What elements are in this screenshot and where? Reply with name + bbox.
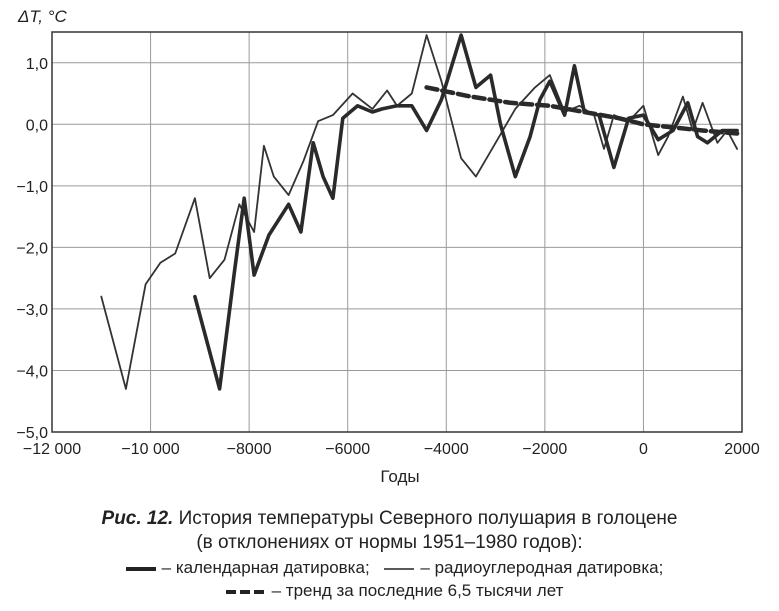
y-tick-label: −2,0 <box>16 240 48 257</box>
y-tick-label: −3,0 <box>16 302 48 319</box>
legend-dashed-line-icon <box>225 589 266 594</box>
grid <box>51 32 743 433</box>
legend-radiocarbon-label: – радиоуглеродная датировка; <box>420 558 664 577</box>
series-line-thin <box>100 34 738 390</box>
legend-thin-line-icon <box>384 567 415 570</box>
x-tick-label: −8000 <box>227 441 272 458</box>
temperature-chart: −12 000 −10 000 −8000 −6000 −4000 −2000 0 2000 … <box>16 7 760 486</box>
caption-trend-line: – тренд за последние 6,5 тысячи лет <box>0 581 779 601</box>
legend-thick-line-icon <box>125 566 156 571</box>
y-tick-label: −4,0 <box>16 363 48 380</box>
caption-line-1: Рис. 12. История температуры Северного п… <box>0 508 779 530</box>
x-tick-label: −10 000 <box>121 441 179 458</box>
y-tick-label: 1,0 <box>26 56 48 73</box>
caption-line-2: (в отклонениях от нормы 1951–1980 годов)… <box>196 532 583 553</box>
legend-calendar-label: – календарная датировка; <box>161 558 370 577</box>
y-tick-label: −5,0 <box>16 425 48 442</box>
caption-title: История температуры Северного полушария … <box>173 508 678 529</box>
legend-trend-label: – тренд за последние 6,5 тысячи лет <box>271 581 564 600</box>
x-tick-label: 0 <box>639 441 648 458</box>
y-tick-label: 0,0 <box>26 117 48 134</box>
caption-legend-line: – календарная датировка; – радиоуглеродн… <box>0 558 779 578</box>
figure-label: Рис. 12. <box>101 508 174 529</box>
series-line-dashed <box>424 85 740 136</box>
x-tick-label: −4000 <box>424 441 469 458</box>
plot-frame <box>51 31 743 433</box>
x-tick-label: 2000 <box>724 441 760 458</box>
x-tick-label: −12 000 <box>23 441 81 458</box>
series-line-thick <box>193 33 739 391</box>
x-tick-labels: −12 000 −10 000 −8000 −6000 −4000 −2000 0 2000 <box>23 441 760 458</box>
series-layer <box>100 33 740 391</box>
y-tick-labels: 1,0 0,0 −1,0 −2,0 −3,0 −4,0 −5,0 <box>16 56 48 442</box>
x-tick-label: −6000 <box>325 441 370 458</box>
x-tick-label: −2000 <box>522 441 567 458</box>
y-axis-label: ΔT, °C <box>17 7 67 26</box>
y-tick-label: −1,0 <box>16 179 48 196</box>
x-axis-label: Годы <box>380 467 419 486</box>
